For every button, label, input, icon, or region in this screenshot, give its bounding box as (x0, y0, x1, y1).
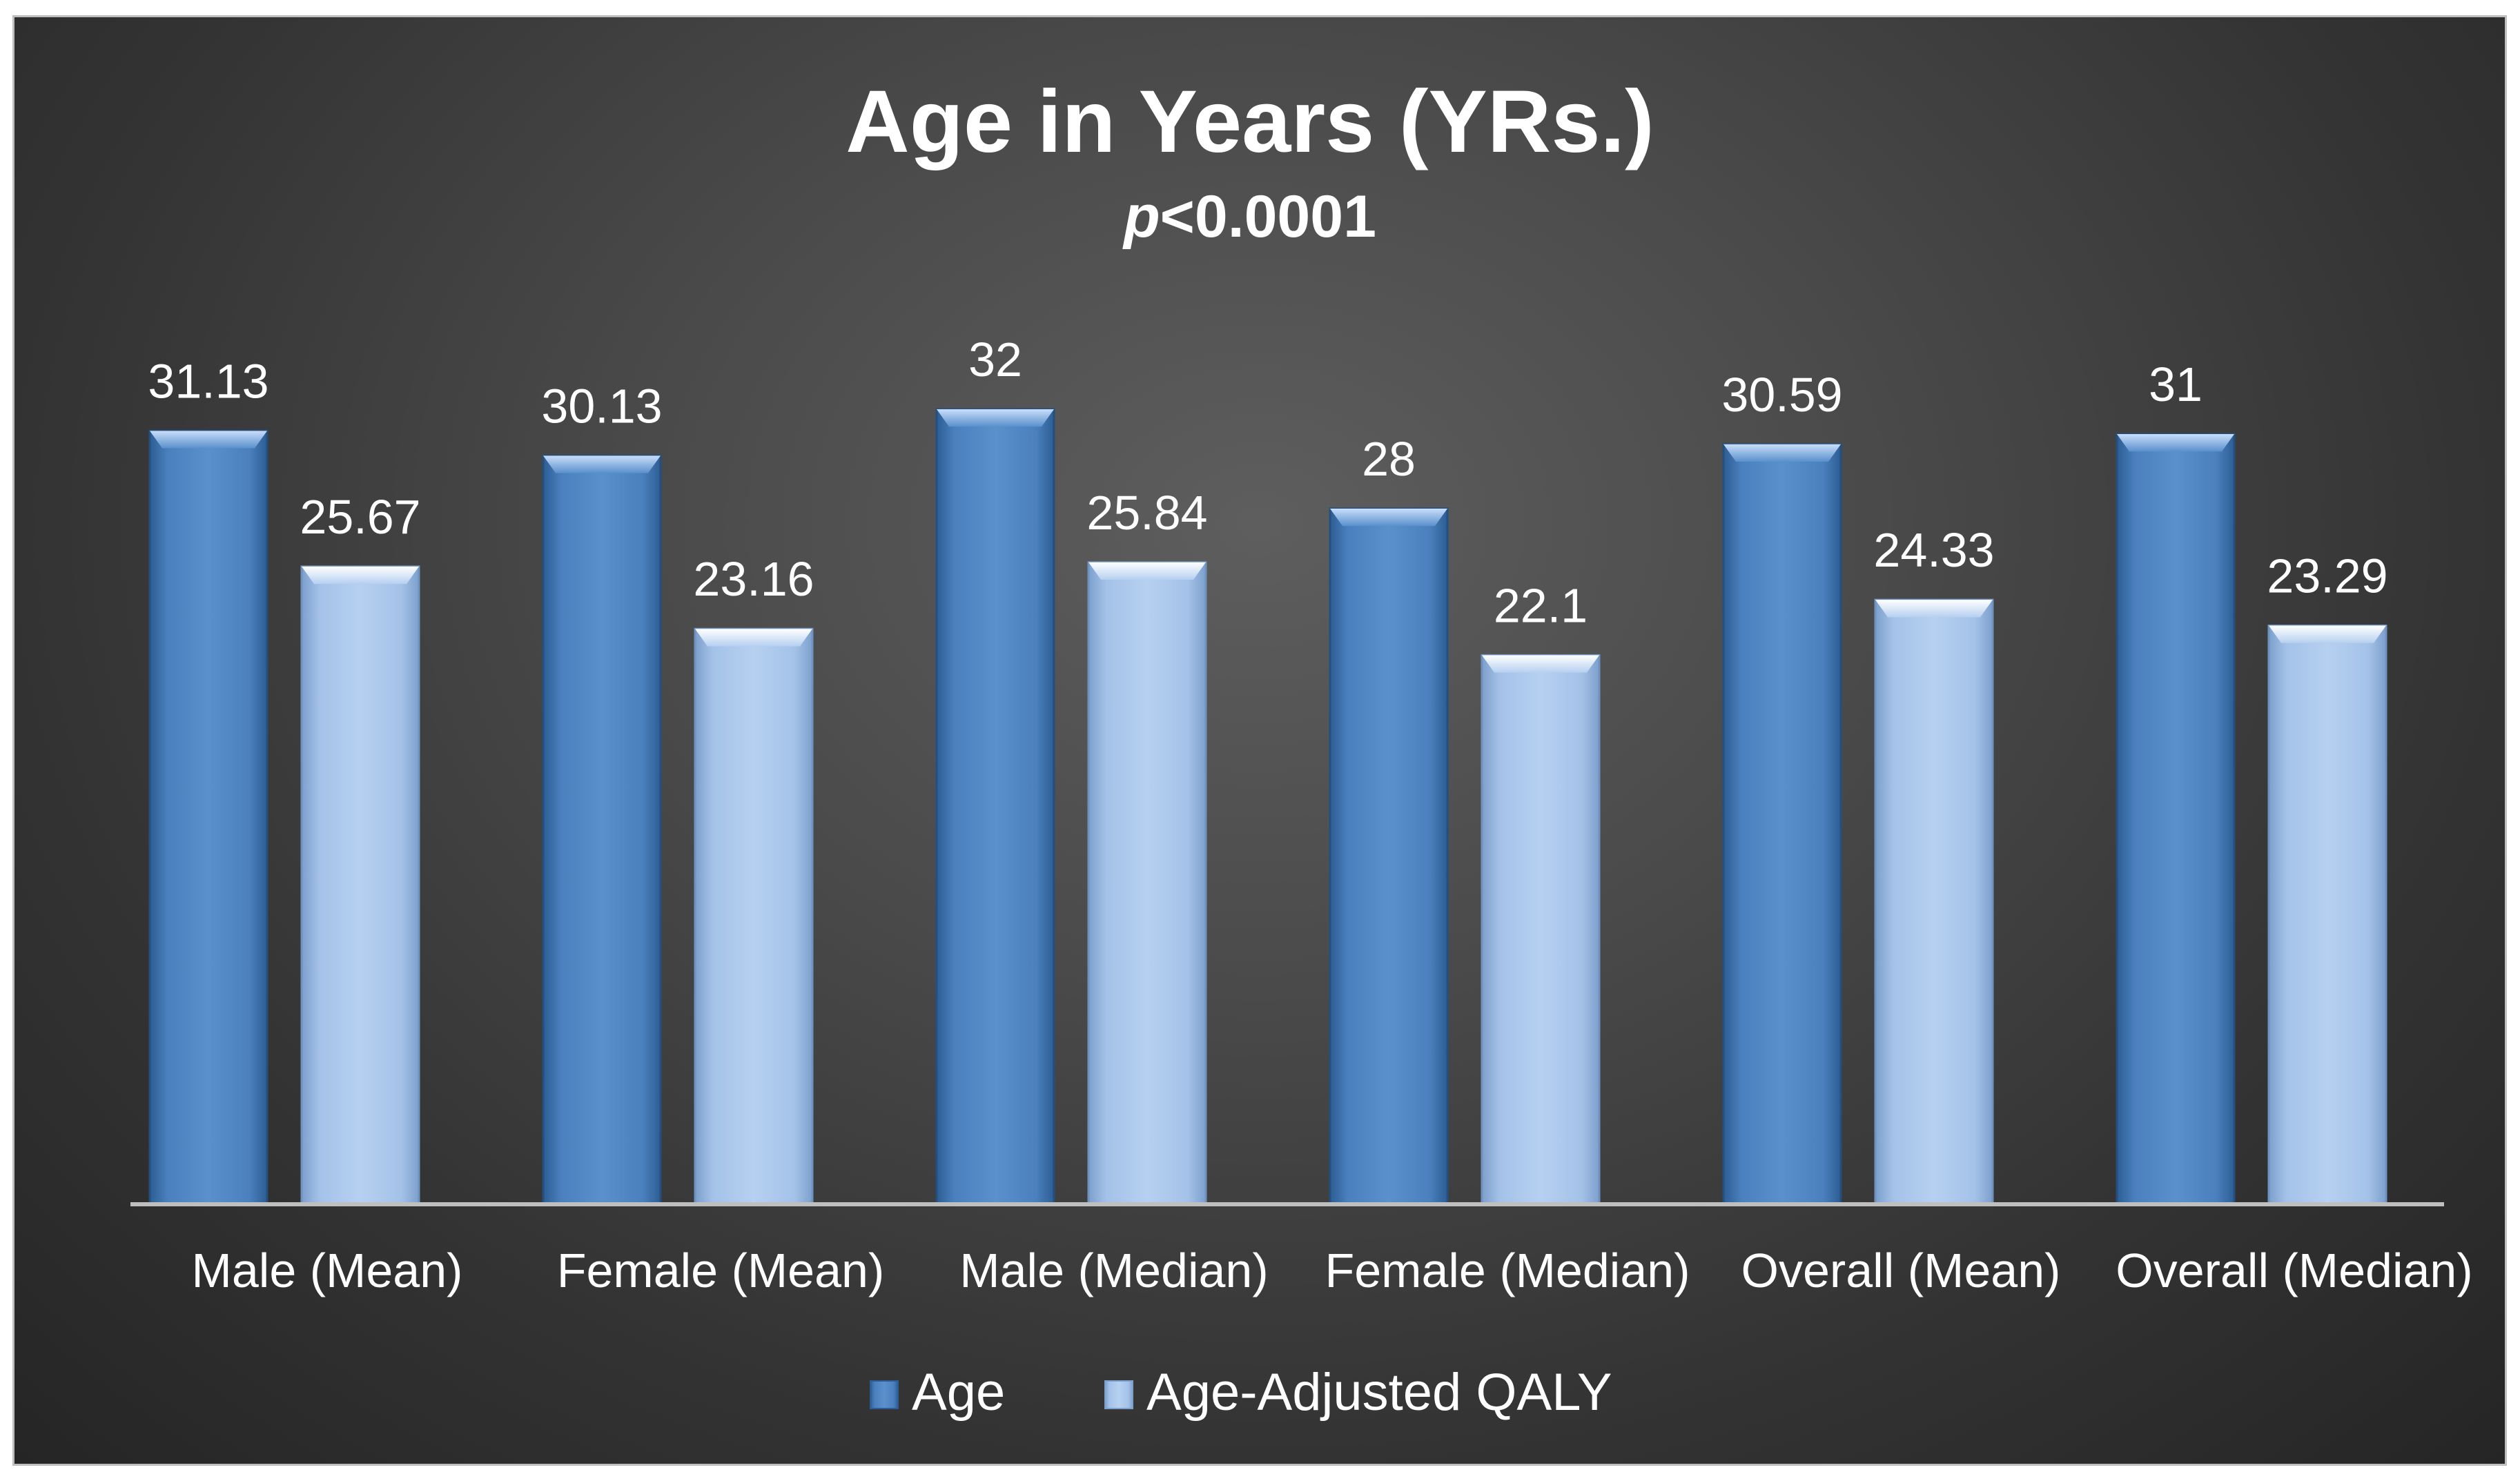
bar-bevel-age-5 (2117, 434, 2234, 452)
data-label-age-0: 31.13 (148, 354, 268, 408)
bar-bevel-qaly-0 (302, 566, 419, 585)
category-label-3: Female (Median) (1325, 1244, 1690, 1297)
bar-bevel-age-3 (1330, 509, 1447, 527)
subtitle-value: <0.0001 (1160, 184, 1376, 250)
bar-age-1 (542, 454, 662, 1206)
legend-swatch-age (870, 1380, 899, 1409)
category-labels-group: Male (Mean) Female (Mean) Male (Median) Fem… (192, 1244, 2473, 1297)
chart-subtitle: p<0.0001 (1122, 184, 1376, 250)
category-label-1: Female (Mean) (557, 1244, 885, 1297)
bar-age-5 (2116, 433, 2236, 1206)
data-label-age-1: 30.13 (541, 379, 662, 433)
data-label-qaly-5: 23.29 (2267, 549, 2387, 603)
bar-age-2 (935, 408, 1055, 1206)
chart-frame: Age in Years (YRs.) p<0.0001 31.13 25.67 3… (12, 15, 2507, 1466)
subtitle-p: p (1122, 184, 1160, 250)
category-label-4: Overall (Mean) (1741, 1244, 2061, 1297)
bar-bevel-qaly-5 (2269, 625, 2386, 643)
bar-age-0 (148, 429, 268, 1206)
bar-qaly-3 (1481, 654, 1601, 1206)
legend: Age Age-Adjusted QALY (870, 1363, 1612, 1422)
category-label-2: Male (Median) (959, 1244, 1268, 1297)
data-labels-group: 31.13 25.67 30.13 23.16 32 25.84 28 22.1 30.59 24… (148, 333, 2387, 632)
legend-label-age: Age (912, 1363, 1005, 1422)
data-label-qaly-1: 23.16 (693, 552, 814, 606)
bar-age-3 (1329, 507, 1449, 1206)
data-label-age-4: 30.59 (1721, 368, 1842, 422)
bar-qaly-5 (2267, 625, 2387, 1206)
bar-chart: Age in Years (YRs.) p<0.0001 31.1325.673… (130, 72, 2473, 1422)
bar-qaly-2 (1087, 561, 1207, 1206)
bars-group (148, 408, 2387, 1206)
data-label-qaly-3: 22.1 (1494, 578, 1588, 632)
data-label-qaly-2: 25.84 (1086, 486, 1207, 540)
data-label-age-2: 32 (968, 333, 1022, 386)
data-label-age-3: 28 (1362, 432, 1416, 486)
bar-bevel-qaly-4 (1875, 600, 1993, 618)
bar-qaly-1 (694, 627, 814, 1206)
category-label-0: Male (Mean) (192, 1244, 463, 1297)
chart-title: Age in Years (YRs.) (846, 72, 1654, 171)
bar-qaly-0 (300, 565, 420, 1206)
bar-bevel-age-4 (1723, 444, 1841, 462)
bar-qaly-4 (1874, 598, 1994, 1206)
bar-bevel-qaly-2 (1088, 562, 1206, 580)
category-label-5: Overall (Median) (2116, 1244, 2472, 1297)
bar-bevel-age-0 (150, 431, 267, 449)
bar-bevel-qaly-1 (695, 629, 812, 647)
legend-label-qaly: Age-Adjusted QALY (1146, 1363, 1612, 1422)
bar-bevel-age-1 (543, 455, 661, 473)
data-label-age-5: 31 (2149, 357, 2202, 411)
data-label-qaly-4: 24.33 (1873, 523, 1994, 577)
bar-bevel-age-2 (937, 409, 1054, 427)
bar-age-4 (1722, 443, 1842, 1206)
bar-bevel-qaly-3 (1482, 655, 1599, 673)
data-label-qaly-0: 25.67 (300, 490, 420, 544)
legend-swatch-qaly (1104, 1380, 1133, 1409)
